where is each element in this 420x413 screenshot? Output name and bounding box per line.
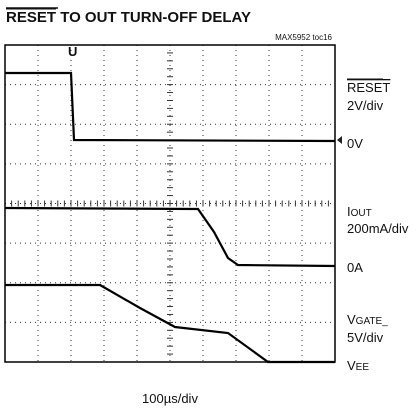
iout-trace — [4, 206, 336, 268]
screen-border — [4, 44, 336, 363]
figure-id: MAX5952 toc16 — [275, 33, 332, 42]
ch1-name: RESET — [347, 80, 390, 95]
graticule — [4, 44, 336, 363]
ch1-scale: 2V/div — [347, 98, 384, 113]
vgate-trace — [5, 283, 335, 364]
ch2-zero: 0A — [347, 260, 363, 275]
title: RESET TO OUT TURN-OFF DELAY — [6, 9, 251, 26]
ch2-scale: 200mA/div — [347, 221, 409, 236]
ch2-name: IOUT — [347, 204, 372, 219]
ch3-zero: VEE — [347, 358, 369, 373]
reset-trace — [5, 71, 336, 143]
ch3-scale: 5V/div — [347, 330, 384, 345]
trigger-marker: U — [68, 44, 77, 59]
timebase: 100µs/div — [142, 391, 198, 406]
ch1-zero: 0V — [347, 136, 363, 151]
ch3-name: VGATE_ — [347, 312, 388, 327]
level-marker — [337, 136, 342, 144]
